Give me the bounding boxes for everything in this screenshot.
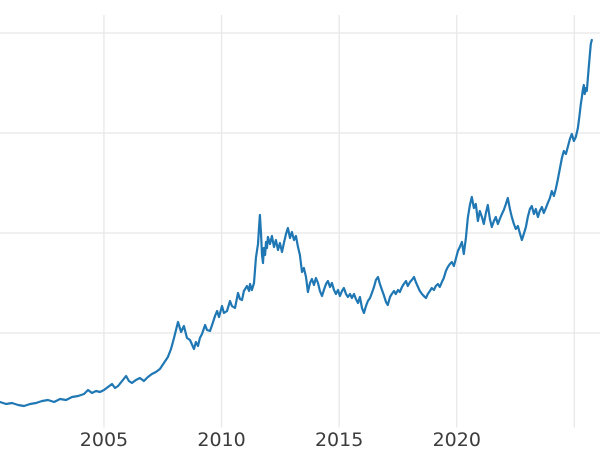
x-tick-label: 2005 [80, 429, 128, 450]
series-layer [0, 38, 593, 408]
x-axis-labels: 2005 2010 2015 2020 [80, 429, 481, 450]
price-line [0, 38, 593, 408]
x-tick-label: 2015 [315, 429, 363, 450]
grid-layer [0, 15, 600, 428]
x-tick-label: 2010 [197, 429, 245, 450]
x-tick-label: 2020 [433, 429, 481, 450]
